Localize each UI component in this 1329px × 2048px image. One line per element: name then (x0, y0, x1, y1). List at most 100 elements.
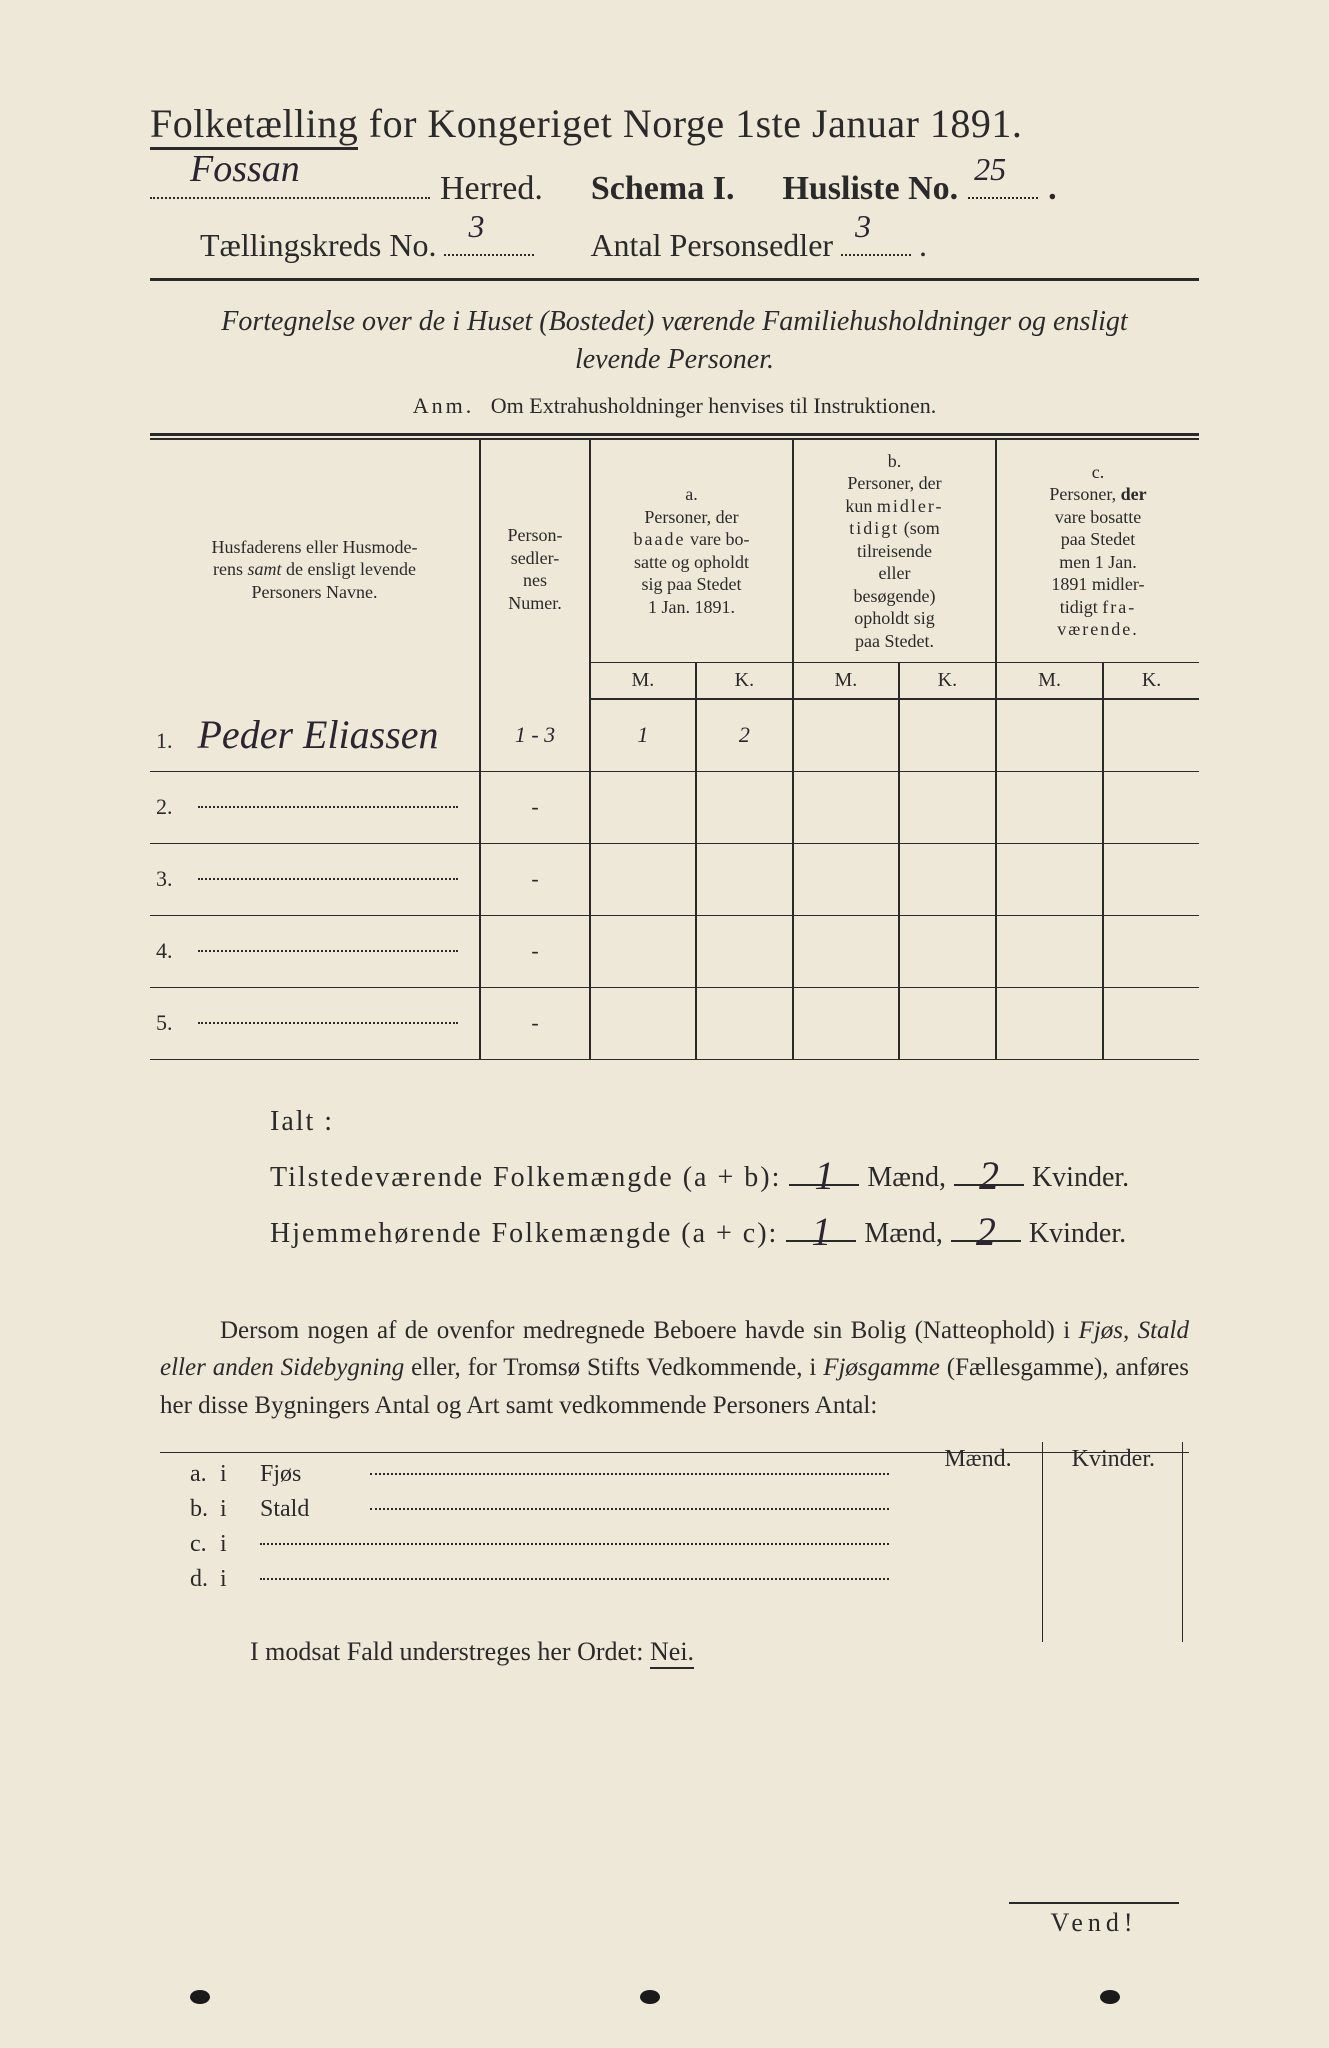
table-row: 3. - (150, 843, 1199, 915)
page-title: Folketælling for Kongeriget Norge 1ste J… (150, 100, 1199, 147)
cell-name: 3. (150, 843, 480, 915)
col-a-k: K. (696, 663, 793, 700)
tilstede-label: Tilstedeværende Folkemængde (a + b): (270, 1150, 781, 1206)
vend-label: Vend! (1009, 1902, 1179, 1938)
antal-field: 3 (841, 224, 911, 256)
building-dots (260, 1576, 889, 1580)
table-row: 4. - (150, 915, 1199, 987)
building-row: b. i Stald (160, 1496, 1189, 1523)
census-form-page: Folketælling for Kongeriget Norge 1ste J… (0, 0, 1329, 2048)
col-a-m: M. (590, 663, 696, 700)
nei-word: Nei. (650, 1637, 694, 1669)
col-b-m: M. (793, 663, 899, 700)
cell-c-m (996, 699, 1103, 771)
title-year: 1891. (930, 101, 1023, 146)
husliste-dot: . (1048, 170, 1057, 208)
kreds-label: Tællingskreds No. (200, 227, 436, 264)
ab-m-field: 1 (789, 1156, 859, 1186)
husliste-label: Husliste No. (782, 170, 958, 208)
anm-line: Anm. Om Extrahusholdninger henvises til … (150, 393, 1199, 419)
ab-k-field: 2 (954, 1156, 1024, 1186)
schema-label: Schema I. (591, 170, 735, 208)
totals-line-ac: Hjemmehørende Folkemængde (a + c): 1 Mæn… (270, 1206, 1199, 1262)
ac-m-value: 1 (811, 1192, 831, 1272)
kreds-value: 3 (468, 208, 484, 245)
herred-field: Fossan (150, 165, 430, 199)
table-header-row-1: Husfaderens eller Husmode-rens samt de e… (150, 440, 1199, 663)
buildings-paragraph: Dersom nogen af de ovenfor medregnede Be… (160, 1312, 1189, 1425)
antal-label: Antal Personsedler (590, 227, 833, 264)
punch-hole-icon (190, 1990, 210, 2004)
ac-k-field: 2 (951, 1212, 1021, 1242)
col-header-a: a. Personer, derbaade vare bo-satte og o… (590, 440, 793, 663)
punch-hole-icon (640, 1990, 660, 2004)
nei-line: I modsat Fald understreges her Ordet: Ne… (250, 1637, 1199, 1667)
building-row: d. i (160, 1566, 1189, 1593)
cell-b-k (899, 699, 996, 771)
name-dots (198, 806, 458, 808)
cell-a-k: 2 (696, 699, 793, 771)
buildings-header: Mænd. Kvinder. (944, 1446, 1155, 1473)
cell-num: - (480, 771, 590, 843)
building-row: c. i (160, 1531, 1189, 1558)
cell-name: 4. (150, 915, 480, 987)
col-c-k: K. (1103, 663, 1199, 700)
subtitle: Fortegnelse over de i Huset (Bostedet) v… (190, 303, 1159, 379)
col-c-m: M. (996, 663, 1103, 700)
table-row: 5. - (150, 987, 1199, 1059)
cell-c-k (1103, 699, 1199, 771)
name-value: Peder Eliassen (198, 712, 439, 757)
husliste-field: 25 (968, 165, 1038, 199)
household-table: Husfaderens eller Husmode-rens samt de e… (150, 440, 1199, 1060)
buildings-sep-1 (1042, 1442, 1043, 1642)
punch-hole-icon (1100, 1990, 1120, 2004)
maend-label: Mænd, (867, 1150, 946, 1206)
kreds-field: 3 (444, 224, 534, 256)
buildings-block: Mænd. Kvinder. a. i Fjøs b. i Stald c. i… (160, 1452, 1189, 1593)
cell-a-m: 1 (590, 699, 696, 771)
anm-lead: Anm. (413, 393, 475, 418)
building-dots (370, 1471, 889, 1475)
cell-num: - (480, 987, 590, 1059)
cell-num: - (480, 843, 590, 915)
cell-name: 2. (150, 771, 480, 843)
buildings-maend: Mænd. (944, 1446, 1011, 1473)
ac-m-field: 1 (786, 1212, 856, 1242)
maend-label-2: Mænd, (864, 1206, 943, 1262)
name-dots (198, 950, 458, 952)
table-row: 2. - (150, 771, 1199, 843)
col-header-name: Husfaderens eller Husmode-rens samt de e… (150, 440, 480, 700)
cell-name: 5. (150, 987, 480, 1059)
herred-label: Herred. (440, 170, 543, 208)
antal-dot: . (919, 227, 927, 264)
building-dots (260, 1541, 889, 1545)
col-header-c: c. Personer, dervare bosattepaa Stedetme… (996, 440, 1199, 663)
ialt-label: Ialt : (270, 1094, 334, 1150)
double-rule (150, 433, 1199, 440)
buildings-sep-2 (1182, 1442, 1183, 1642)
cell-name: 1. Peder Eliassen (150, 699, 480, 771)
header-line-herred: Fossan Herred. Schema I. Husliste No. 25… (150, 165, 1199, 208)
herred-value: Fossan (190, 147, 300, 191)
buildings-kvinder: Kvinder. (1072, 1446, 1155, 1473)
kvinder-label-2: Kvinder. (1029, 1206, 1126, 1262)
totals-line-ab: Tilstedeværende Folkemængde (a + b): 1 M… (270, 1150, 1199, 1206)
table-row: 1. Peder Eliassen 1 - 3 1 2 (150, 699, 1199, 771)
cell-num: 1 - 3 (480, 699, 590, 771)
col-header-num: Person-sedler-nesNumer. (480, 440, 590, 700)
name-dots (198, 1022, 458, 1024)
husliste-value: 25 (974, 151, 1006, 188)
antal-value: 3 (855, 208, 871, 245)
nei-pre: I modsat Fald understreges her Ordet: (250, 1637, 650, 1666)
col-header-b: b. Personer, derkun midler-tidigt (somti… (793, 440, 996, 663)
name-dots (198, 878, 458, 880)
cell-num: - (480, 915, 590, 987)
rule-1 (150, 278, 1199, 281)
building-dots (370, 1506, 889, 1510)
anm-text: Om Extrahusholdninger henvises til Instr… (491, 393, 936, 418)
ac-k-value: 2 (976, 1192, 996, 1272)
totals-block: Ialt : Tilstedeværende Folkemængde (a + … (270, 1094, 1199, 1262)
header-line-kreds: Tællingskreds No. 3 Antal Personsedler 3… (150, 224, 1199, 264)
col-b-k: K. (899, 663, 996, 700)
title-mid: for Kongeriget Norge 1ste Januar (358, 101, 930, 146)
